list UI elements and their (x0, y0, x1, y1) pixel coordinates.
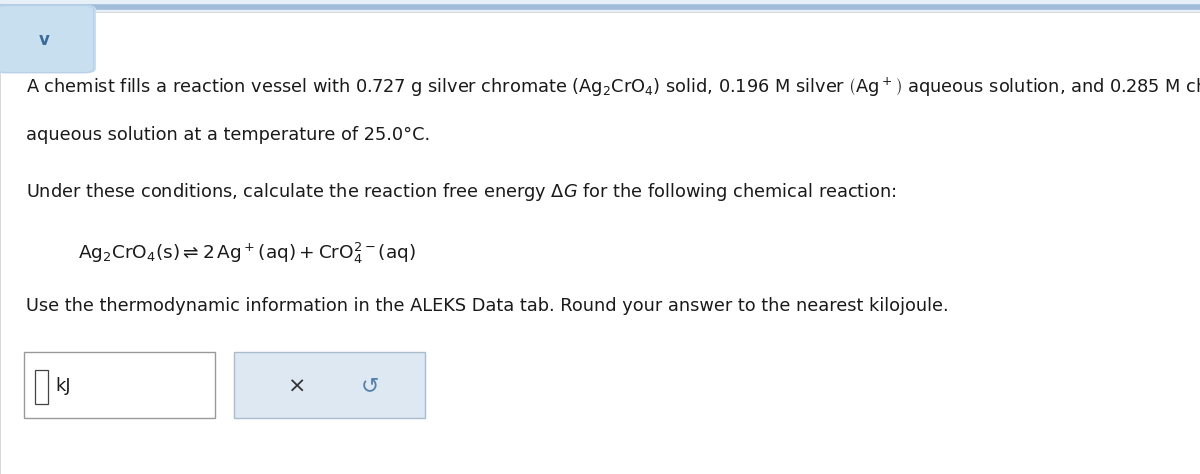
Text: A chemist fills a reaction vessel with 0.727 g silver chromate $\left(\mathrm{Ag: A chemist fills a reaction vessel with 0… (26, 75, 1200, 100)
Text: ↺: ↺ (360, 376, 379, 396)
Text: v: v (38, 31, 50, 49)
Text: aqueous solution at a temperature of 25.0°C.: aqueous solution at a temperature of 25.… (26, 126, 431, 144)
Text: ×: × (288, 376, 307, 396)
Text: kJ: kJ (55, 377, 71, 395)
Text: v: v (38, 31, 50, 49)
Text: Under these conditions, calculate the reaction free energy $\Delta G$ for the fo: Under these conditions, calculate the re… (26, 181, 898, 203)
Text: $\mathrm{Ag_2CrO_4(s) \rightleftharpoons 2\,Ag^+(aq) + CrO_4^{2-}(aq)}$: $\mathrm{Ag_2CrO_4(s) \rightleftharpoons… (78, 241, 416, 266)
Text: Use the thermodynamic information in the ALEKS Data tab. Round your answer to th: Use the thermodynamic information in the… (26, 297, 949, 315)
